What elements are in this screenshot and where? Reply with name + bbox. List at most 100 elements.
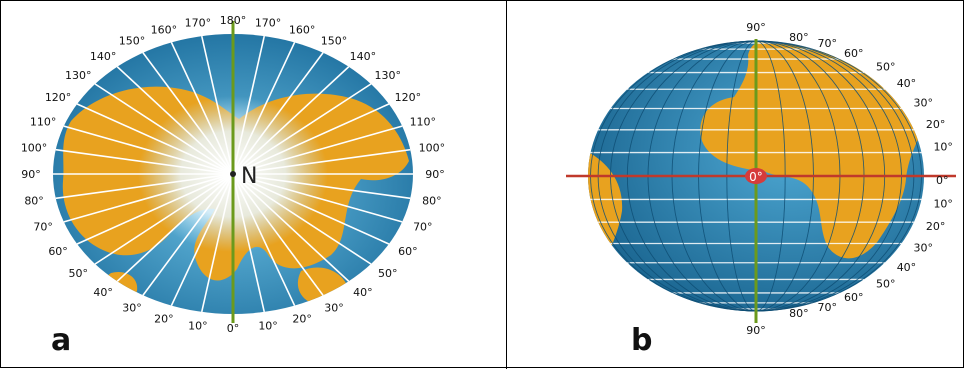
panel-label-b: b [631, 323, 653, 358]
meridian-label: 140° [90, 50, 117, 63]
latitude-label: 80° [789, 307, 809, 320]
meridian-label: 150° [321, 35, 348, 48]
meridian-label: 130° [65, 69, 92, 82]
meridian-label: 20° [154, 313, 174, 326]
meridian-line [232, 173, 266, 313]
meridian-label: 30° [324, 301, 344, 314]
origin-marker [745, 168, 767, 184]
meridian-label: 130° [374, 69, 401, 82]
meridian-line [116, 66, 234, 175]
meridian-line [232, 103, 390, 175]
equatorial-globe-diagram: 0° 90° 90° 80° 70°60°50°40°30°20°10°0°10°… [566, 21, 956, 337]
meridian-line [232, 125, 403, 175]
meridian-label: 40° [93, 286, 113, 299]
meridian-label: 70° [413, 221, 433, 234]
meridian-label: 140° [350, 50, 377, 63]
latitude-label: 0° [936, 174, 949, 187]
latitude-label: 80° [789, 31, 809, 44]
meridian-label: 50° [378, 267, 398, 280]
meridian-line [232, 173, 411, 200]
bottom-pole-label: 90° [746, 324, 766, 337]
latitude-label: 40° [897, 261, 917, 274]
meridian-line [200, 173, 234, 313]
meridian-label: 50° [69, 267, 89, 280]
meridian-lines [53, 34, 413, 314]
meridian-line [76, 173, 234, 245]
meridian-line [232, 35, 266, 175]
meridian-line [232, 173, 324, 296]
meridian-label: 100° [419, 141, 446, 154]
meridian-line [232, 173, 296, 306]
meridian-label: 180° [220, 14, 247, 27]
meridian-line [232, 173, 403, 223]
latitude-label: 50° [876, 277, 896, 290]
north-pole-dot [230, 171, 236, 177]
meridian-labels: 180°170°160°150°140°130°120°110°100°90°8… [21, 14, 445, 335]
meridian-line [232, 52, 324, 175]
latitude-label: 30° [913, 242, 933, 255]
latitude-label: 20° [926, 118, 946, 131]
meridian-line [200, 35, 234, 175]
latitude-label: 10° [933, 197, 953, 210]
latitude-label: 30° [913, 97, 933, 110]
meridian-label: 100° [21, 141, 48, 154]
latitude-label: 70° [817, 301, 837, 314]
meridian-line [170, 173, 234, 306]
meridian-label: 120° [395, 91, 422, 104]
meridian-line [232, 173, 390, 245]
latitude-label: 50° [876, 61, 896, 74]
meridian-line [232, 66, 350, 175]
meridian-label: 60° [398, 245, 418, 258]
meridian-line [232, 42, 296, 175]
meridian-label: 70° [33, 221, 53, 234]
meridian-label: 170° [255, 16, 282, 29]
meridian-label: 20° [292, 313, 312, 326]
latitude-label: 40° [897, 77, 917, 90]
meridian-label: 10° [258, 320, 278, 333]
latitude-label: 10° [933, 141, 953, 154]
top-pole-label: 90° [746, 21, 766, 34]
meridian-label: 80° [24, 195, 44, 208]
meridian-line [142, 173, 234, 296]
meridian-line [94, 83, 234, 175]
meridian-line [55, 148, 234, 175]
latitude-label: 20° [926, 220, 946, 233]
meridian-line [232, 148, 411, 175]
meridian-label: 10° [188, 320, 208, 333]
meridian-line [63, 125, 234, 175]
meridian-label: 90° [21, 168, 41, 181]
panel-label-a: a [51, 323, 72, 358]
pole-label: N [241, 164, 257, 189]
meridian-label: 60° [48, 245, 68, 258]
meridian-line [116, 173, 234, 282]
latitude-label: 70° [817, 37, 837, 50]
meridian-label: 110° [410, 115, 437, 128]
meridian-label: 160° [151, 23, 178, 36]
latitude-label: 60° [844, 291, 864, 304]
meridian-label: 170° [185, 16, 212, 29]
meridian-line [232, 173, 350, 282]
latitude-labels: 80° 70°60°50°40°30°20°10°0°10°20°30°40°50… [789, 31, 953, 320]
meridian-line [76, 103, 234, 175]
meridian-label: 0° [227, 322, 240, 335]
latitude-label: 60° [844, 47, 864, 60]
meridian-line [63, 173, 234, 223]
meridian-label: 40° [353, 286, 373, 299]
meridian-line [232, 83, 372, 175]
origin-label: 0° [749, 170, 763, 184]
panel-divider [506, 1, 507, 369]
meridian-label: 150° [119, 35, 146, 48]
meridian-line [232, 173, 372, 265]
meridian-label: 160° [289, 23, 316, 36]
meridian-label: 120° [45, 91, 72, 104]
meridian-label: 110° [30, 115, 57, 128]
meridian-line [55, 173, 234, 200]
meridian-label: 80° [422, 195, 442, 208]
meridian-label: 30° [122, 301, 142, 314]
meridian-line [142, 52, 234, 175]
meridian-label: 90° [425, 168, 445, 181]
polar-globe-diagram: N 180°170°160°150°140°130°120°110°100°90… [21, 14, 445, 335]
meridian-line [94, 173, 234, 265]
meridian-line [170, 42, 234, 175]
